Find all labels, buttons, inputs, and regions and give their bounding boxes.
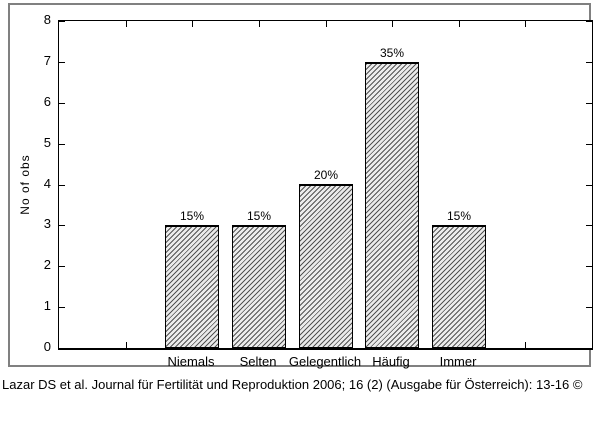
figure-caption: Lazar DS et al. Journal für Fertilität u… [2,377,583,392]
bar-häufig [365,62,419,348]
bar-value-label: 20% [313,168,339,182]
x-axis-category-label: Immer [439,354,477,369]
y-axis-tick-right [586,144,592,145]
bar-value-label: 15% [179,209,205,223]
y-axis-tick-label: 7 [43,53,51,68]
y-axis-tick-label: 6 [43,94,51,109]
chart-frame: 15% 15% 20% 35% 15% No of obs 0 1 2 3 4 5 6 7 8 Niema… [8,3,593,369]
x-axis-tick-top [126,21,127,27]
x-axis-tick-top [259,21,260,27]
y-axis-tick-label: 3 [43,216,51,231]
y-axis-tick-right [586,225,592,226]
x-axis-tick-top [392,21,393,27]
bar-niemals [165,225,219,348]
bar-gelegentlich [299,184,353,348]
x-axis-tick-bottom [525,342,526,348]
y-axis-tick-label: 8 [43,12,51,27]
x-axis-tick-top [326,21,327,27]
y-axis-tick-right [586,62,592,63]
x-axis-category-label: Gelegentlich [288,354,362,369]
x-axis-tick-top [459,21,460,27]
y-axis-tick-right [586,307,592,308]
y-axis-tick-left [59,62,65,63]
x-axis-tick-bottom [126,342,127,348]
plot-area: 15% 15% 20% 35% 15% [58,20,593,350]
x-axis-category-label: Häufig [372,354,410,369]
y-axis-tick-left [59,266,65,267]
y-axis-tick-label: 4 [43,176,51,191]
y-axis-tick-left [59,185,65,186]
bar-value-label: 35% [379,46,405,60]
y-axis-tick-right [586,266,592,267]
y-axis-tick-right [586,185,592,186]
y-axis-tick-left [59,103,65,104]
y-axis-tick-left [59,144,65,145]
y-axis-tick-label: 2 [43,257,51,272]
y-axis-tick-label: 1 [43,298,51,313]
bar-value-label: 15% [246,209,272,223]
bar-selten [232,225,286,348]
x-axis-category-label: Selten [239,354,277,369]
bar-value-label: 15% [446,209,472,223]
y-axis-tick-left [59,348,65,349]
y-axis-tick-right [586,103,592,104]
x-axis-category-label: Niemals [167,354,215,369]
y-axis-tick-label: 5 [43,135,51,150]
x-axis-tick-top [525,21,526,27]
bar-immer [432,225,486,348]
x-axis-tick-top [192,21,193,27]
y-axis-tick-right [586,21,592,22]
y-axis-tick-right [586,348,592,349]
y-axis-tick-label: 0 [43,339,51,354]
y-axis-tick-left [59,225,65,226]
y-axis-tick-left [59,21,65,22]
y-axis-tick-left [59,307,65,308]
